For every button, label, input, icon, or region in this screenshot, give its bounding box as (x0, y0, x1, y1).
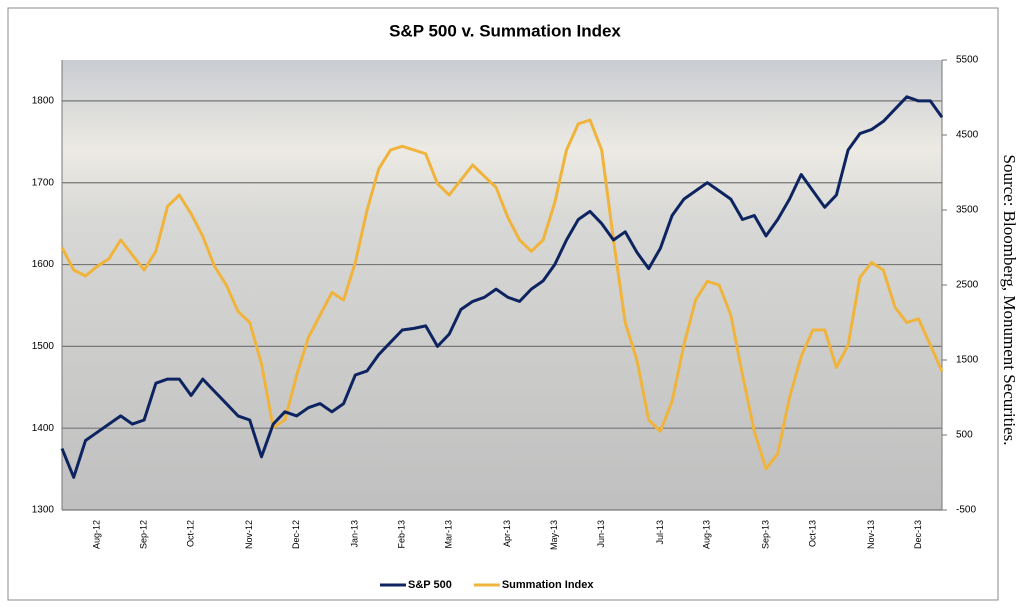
x-tick-label: Sep-12 (139, 520, 149, 549)
x-tick-label: Dec-12 (291, 520, 301, 549)
x-tick-label: Jul-13 (655, 520, 665, 545)
x-tick-label: Mar-13 (444, 520, 454, 549)
x-tick-label: Jan-13 (350, 520, 360, 548)
x-tick-label: Aug-13 (702, 520, 712, 549)
x-tick-label: Oct-12 (185, 520, 195, 547)
x-tick-label: Nov-13 (866, 520, 876, 549)
y-tick-label: 1600 (32, 259, 55, 270)
y2-tick-label: 4500 (956, 130, 979, 141)
y-tick-label: 1300 (32, 505, 55, 516)
y-tick-label: 1500 (32, 341, 55, 352)
y2-tick-label: 5500 (956, 55, 979, 66)
y-tick-label: 1400 (32, 423, 55, 434)
legend-label: Summation Index (502, 579, 595, 591)
plot-area (62, 60, 942, 510)
x-tick-label: Sep-13 (760, 520, 770, 549)
y2-tick-label: 1500 (956, 355, 979, 366)
y-tick-label: 1700 (32, 177, 55, 188)
source-note: Source: Bloomberg, Monument Securities. (1000, 154, 1019, 445)
x-tick-label: Oct-13 (807, 520, 817, 547)
y2-tick-label: 2500 (956, 280, 979, 291)
y2-tick-label: 3500 (956, 205, 979, 216)
y2-tick-label: -500 (956, 505, 976, 516)
x-tick-label: May-13 (549, 520, 559, 550)
x-tick-label: Dec-13 (913, 520, 923, 549)
y-tick-label: 1800 (32, 96, 55, 107)
x-tick-label: Aug-12 (92, 520, 102, 549)
chart: S&P 500 v. Summation Index Source: Bloom… (0, 0, 1022, 608)
x-tick-label: Feb-13 (397, 520, 407, 549)
chart-title: S&P 500 v. Summation Index (389, 21, 621, 40)
legend-label: S&P 500 (408, 579, 452, 591)
x-tick-label: Nov-12 (244, 520, 254, 549)
x-tick-label: Apr-13 (502, 520, 512, 547)
x-tick-label: Jun-13 (596, 520, 606, 548)
y2-tick-label: 500 (956, 430, 973, 441)
